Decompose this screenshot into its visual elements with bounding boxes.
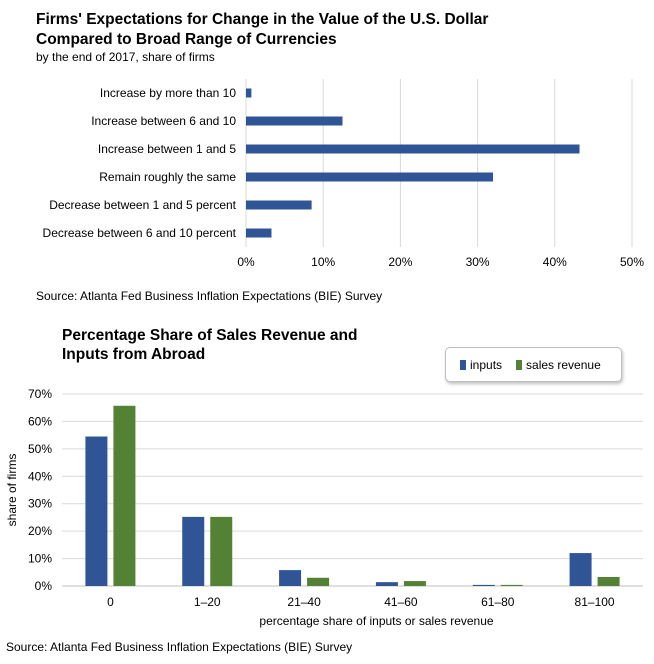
chart1-subtitle: by the end of 2017, share of firms bbox=[36, 50, 215, 64]
chart2-y-tick-label: 20% bbox=[28, 524, 52, 538]
chart2-bar-sales-revenue bbox=[210, 516, 233, 586]
chart2-y-tick-label: 40% bbox=[28, 469, 52, 483]
chart2-bar-sales-revenue bbox=[597, 576, 620, 586]
chart2-bar-sales-revenue bbox=[113, 405, 136, 586]
chart2-bar-inputs bbox=[182, 516, 205, 586]
chart2-title-line2: Inputs from Abroad bbox=[62, 346, 206, 363]
legend-entry-sales-revenue: sales revenue bbox=[516, 358, 601, 372]
chart1-x-tick-label: 20% bbox=[388, 255, 412, 269]
chart1-x-tick-label: 40% bbox=[543, 255, 567, 269]
chart2-x-tick-label: 21–40 bbox=[287, 595, 321, 609]
chart1-category-label: Decrease between 1 and 5 percent bbox=[49, 198, 236, 212]
chart1-category-label: Increase by more than 10 bbox=[100, 86, 236, 100]
chart1-bar bbox=[246, 228, 272, 238]
chart1-x-tick-label: 50% bbox=[620, 255, 644, 269]
legend-label-inputs: inputs bbox=[470, 357, 503, 372]
chart2-x-tick-label: 0 bbox=[107, 595, 114, 609]
chart2-bar-inputs bbox=[472, 584, 495, 586]
chart1-plot: 0% 10% 20% 30% 40% 50% Increase by more than 1… bbox=[43, 79, 644, 269]
chart2-bar-sales-revenue bbox=[403, 581, 426, 586]
chart2-bar-inputs bbox=[569, 553, 592, 586]
chart2-y-axis-title: share of firms bbox=[5, 454, 19, 527]
chart2-y-tick-label: 30% bbox=[28, 497, 52, 511]
chart2-bar-inputs bbox=[375, 582, 398, 586]
chart2-x-tick-label: 41–60 bbox=[384, 595, 418, 609]
legend-swatch-sales-revenue bbox=[516, 359, 523, 370]
chart2-legend: inputs sales revenue bbox=[445, 347, 622, 382]
chart2-y-tick-label: 70% bbox=[28, 387, 52, 401]
chart1-bar bbox=[246, 172, 494, 182]
chart2-y-tick-label: 10% bbox=[28, 552, 52, 566]
chart1-x-tick-label: 10% bbox=[311, 255, 335, 269]
chart2-bar-sales-revenue bbox=[500, 584, 523, 586]
chart2-x-tick-label: 81–100 bbox=[575, 595, 615, 609]
legend-entry-inputs: inputs bbox=[460, 358, 502, 372]
legend-swatch-inputs bbox=[460, 359, 466, 370]
chart2-title-line1: Percentage Share of Sales Revenue and bbox=[62, 327, 358, 344]
chart2-bar-sales-revenue bbox=[307, 577, 330, 586]
chart2-bar-inputs bbox=[85, 436, 108, 586]
chart1-bar bbox=[246, 144, 580, 154]
chart1-bar bbox=[246, 88, 252, 98]
chart1-category-label: Increase between 6 and 10 bbox=[91, 114, 236, 128]
legend-label-sales-revenue: sales revenue bbox=[526, 357, 601, 372]
chart1-title-line2: Compared to Broad Range of Currencies bbox=[36, 31, 337, 48]
chart1-bar bbox=[246, 116, 343, 126]
chart2-y-tick-label: 60% bbox=[28, 414, 52, 428]
chart2-source: Source: Atlanta Fed Business Inflation E… bbox=[6, 640, 353, 654]
chart1-category-label: Increase between 1 and 5 bbox=[98, 142, 236, 156]
chart1-x-tick-label: 30% bbox=[466, 255, 490, 269]
chart1-source: Source: Atlanta Fed Business Inflation E… bbox=[36, 289, 383, 303]
chart2-y-tick-label: 0% bbox=[35, 579, 53, 593]
chart2-y-tick-label: 50% bbox=[28, 442, 52, 456]
chart1-x-tick-label: 0% bbox=[237, 255, 255, 269]
chart2-bar-inputs bbox=[279, 570, 302, 586]
chart2-x-tick-label: 1–20 bbox=[194, 595, 221, 609]
chart1-bar bbox=[246, 200, 312, 210]
chart1-category-label: Remain roughly the same bbox=[99, 170, 236, 184]
chart1-category-label: Decrease between 6 and 10 percent bbox=[43, 226, 237, 240]
chart2-x-tick-label: 61–80 bbox=[481, 595, 515, 609]
chart2-x-axis-title: percentage share of inputs or sales reve… bbox=[259, 614, 493, 628]
chart1-title-line1: Firms' Expectations for Change in the Va… bbox=[36, 11, 489, 28]
